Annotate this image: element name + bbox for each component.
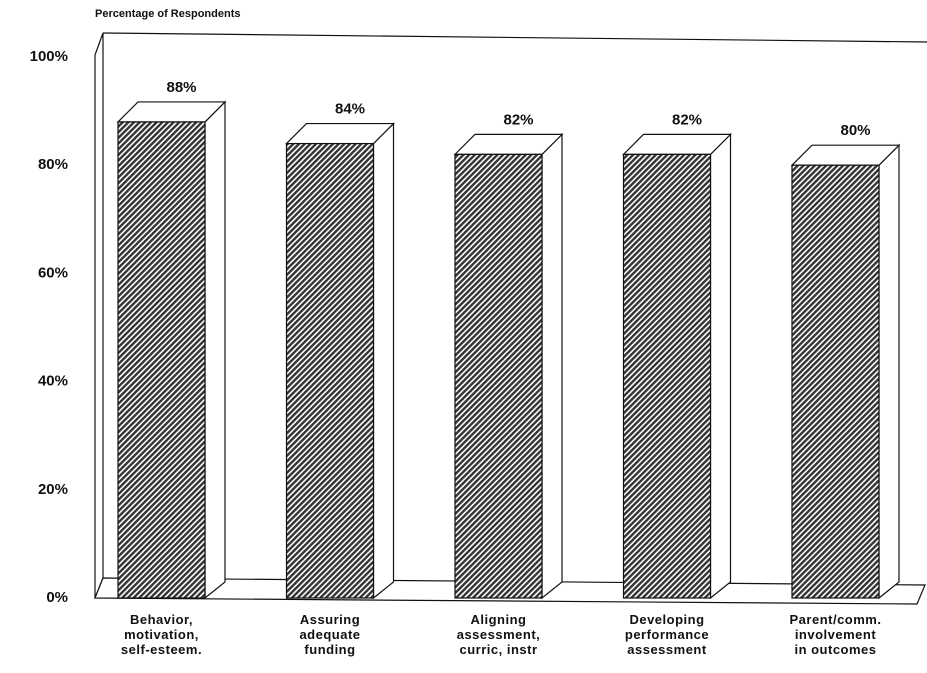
x-tick-label: Parent/comm. involvement in outcomes	[789, 612, 882, 657]
bar-side	[541, 132, 563, 600]
bar-side	[878, 143, 900, 600]
left-wall	[94, 32, 104, 599]
bar-side	[709, 132, 732, 600]
x-tick-label: Assuring adequate funding	[299, 612, 361, 657]
y-tick-label: 60%	[38, 264, 68, 281]
value-label: 82%	[672, 111, 702, 128]
bar	[117, 121, 206, 599]
y-axis-label: Percentage of Respondents	[95, 8, 240, 20]
bar	[791, 164, 880, 599]
back-wall-top	[102, 32, 927, 43]
value-label: 84%	[335, 101, 365, 118]
x-tick-label: Behavior, motivation, self-esteem.	[120, 612, 203, 657]
x-tick-label: Aligning assessment, curric, instr	[456, 612, 541, 657]
bar	[622, 153, 712, 599]
y-tick-label: 40%	[38, 373, 68, 390]
bar-side	[372, 122, 395, 600]
bar	[454, 153, 543, 599]
y-tick-label: 20%	[38, 481, 68, 498]
y-tick-label: 100%	[30, 48, 68, 65]
y-tick-label: 80%	[38, 156, 68, 173]
value-label: 88%	[166, 79, 196, 96]
value-label: 80%	[840, 122, 870, 139]
value-label: 82%	[503, 111, 533, 128]
bar-side	[204, 100, 226, 600]
bar	[285, 142, 375, 599]
x-tick-label: Developing performance assessment	[624, 612, 710, 657]
y-tick-label: 0%	[46, 589, 68, 606]
